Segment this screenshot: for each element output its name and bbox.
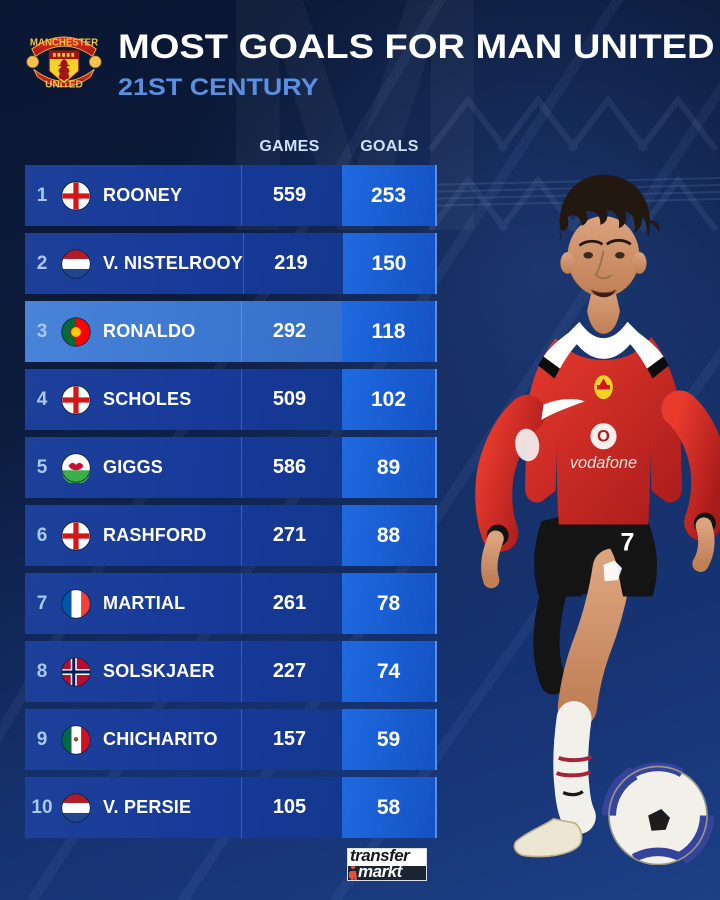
svg-text:O: O [597,428,610,446]
svg-text:vodafone: vodafone [570,454,637,472]
svg-text:MANCHESTER: MANCHESTER [30,37,98,48]
svg-text:7: 7 [621,529,635,557]
